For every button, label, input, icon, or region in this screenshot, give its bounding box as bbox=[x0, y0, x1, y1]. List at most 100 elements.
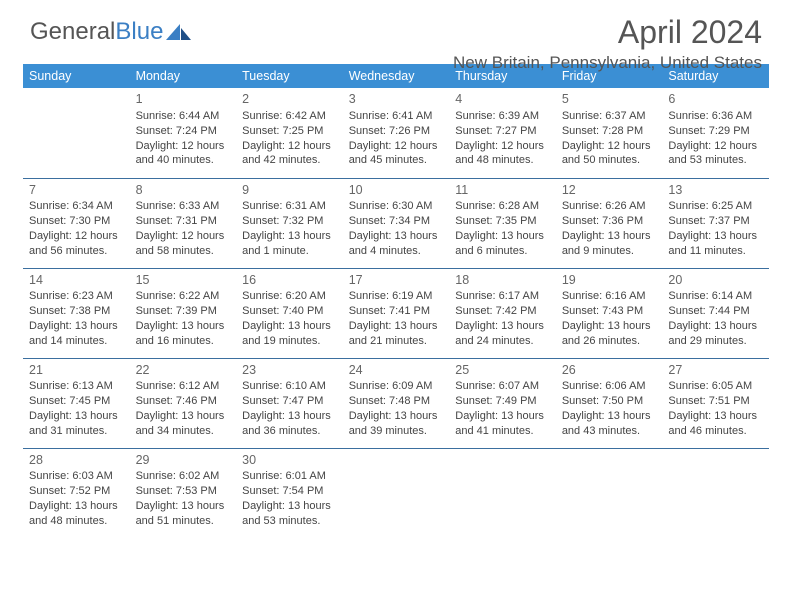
sunrise-line: Sunrise: 6:39 AM bbox=[455, 109, 550, 124]
logo-text-general: General bbox=[30, 18, 115, 46]
calendar-cell: 20Sunrise: 6:14 AMSunset: 7:44 PMDayligh… bbox=[662, 268, 769, 358]
sunset-line: Sunset: 7:48 PM bbox=[349, 394, 444, 409]
calendar-cell bbox=[343, 448, 450, 538]
logo-text-blue: Blue bbox=[115, 18, 163, 46]
sunset-line: Sunset: 7:30 PM bbox=[29, 214, 124, 229]
day-number: 22 bbox=[136, 362, 231, 379]
calendar-body: 1Sunrise: 6:44 AMSunset: 7:24 PMDaylight… bbox=[23, 88, 769, 538]
day-number: 7 bbox=[29, 182, 124, 199]
calendar-cell: 29Sunrise: 6:02 AMSunset: 7:53 PMDayligh… bbox=[130, 448, 237, 538]
sunrise-line: Sunrise: 6:03 AM bbox=[29, 469, 124, 484]
sunset-line: Sunset: 7:47 PM bbox=[242, 394, 337, 409]
sunset-line: Sunset: 7:49 PM bbox=[455, 394, 550, 409]
day-number: 6 bbox=[668, 91, 763, 108]
sunrise-line: Sunrise: 6:23 AM bbox=[29, 289, 124, 304]
calendar-cell: 30Sunrise: 6:01 AMSunset: 7:54 PMDayligh… bbox=[236, 448, 343, 538]
daylight-line: Daylight: 12 hours and 58 minutes. bbox=[136, 229, 231, 259]
sunrise-line: Sunrise: 6:17 AM bbox=[455, 289, 550, 304]
day-number: 5 bbox=[562, 91, 657, 108]
col-sunday: Sunday bbox=[23, 64, 130, 88]
sunset-line: Sunset: 7:44 PM bbox=[668, 304, 763, 319]
calendar-week-row: 7Sunrise: 6:34 AMSunset: 7:30 PM Daylight… bbox=[23, 178, 769, 268]
day-info: Sunrise: 6:33 AMSunset: 7:31 PMDaylight:… bbox=[136, 199, 231, 258]
calendar-cell: 3Sunrise: 6:41 AMSunset: 7:26 PMDaylight… bbox=[343, 88, 450, 178]
daylight-line: Daylight: 13 hours and 39 minutes. bbox=[349, 409, 444, 439]
calendar-cell: 15Sunrise: 6:22 AMSunset: 7:39 PMDayligh… bbox=[130, 268, 237, 358]
sunset-line: Sunset: 7:43 PM bbox=[562, 304, 657, 319]
calendar-cell bbox=[449, 448, 556, 538]
calendar-cell: 13Sunrise: 6:25 AMSunset: 7:37 PMDayligh… bbox=[662, 178, 769, 268]
daylight-line: Daylight: 13 hours and 31 minutes. bbox=[29, 409, 124, 439]
daylight-line: Daylight: 13 hours and 19 minutes. bbox=[242, 319, 337, 349]
daylight-line: Daylight: 13 hours and 43 minutes. bbox=[562, 409, 657, 439]
day-number: 9 bbox=[242, 182, 337, 199]
day-number: 4 bbox=[455, 91, 550, 108]
calendar-cell: 14Sunrise: 6:23 AMSunset: 7:38 PMDayligh… bbox=[23, 268, 130, 358]
calendar-cell: 17Sunrise: 6:19 AMSunset: 7:41 PMDayligh… bbox=[343, 268, 450, 358]
sunset-line: Sunset: 7:50 PM bbox=[562, 394, 657, 409]
sunrise-line: Sunrise: 6:28 AM bbox=[455, 199, 550, 214]
daylight-line: Daylight: 12 hours and 50 minutes. bbox=[562, 139, 657, 169]
day-number: 28 bbox=[29, 452, 124, 469]
calendar-week-row: 21Sunrise: 6:13 AMSunset: 7:45 PMDayligh… bbox=[23, 358, 769, 448]
sunset-line: Sunset: 7:31 PM bbox=[136, 214, 231, 229]
day-number: 19 bbox=[562, 272, 657, 289]
sunset-line: Sunset: 7:32 PM bbox=[242, 214, 337, 229]
calendar-cell: 4Sunrise: 6:39 AMSunset: 7:27 PMDaylight… bbox=[449, 88, 556, 178]
day-number: 1 bbox=[136, 91, 231, 108]
day-number: 3 bbox=[349, 91, 444, 108]
day-number: 30 bbox=[242, 452, 337, 469]
day-info: Sunrise: 6:17 AMSunset: 7:42 PMDaylight:… bbox=[455, 289, 550, 348]
calendar-cell bbox=[23, 88, 130, 178]
day-info: Sunrise: 6:14 AMSunset: 7:44 PMDaylight:… bbox=[668, 289, 763, 348]
day-number: 18 bbox=[455, 272, 550, 289]
sunrise-line: Sunrise: 6:44 AM bbox=[136, 109, 231, 124]
daylight-line: Daylight: 13 hours and 26 minutes. bbox=[562, 319, 657, 349]
calendar-cell: 10Sunrise: 6:30 AMSunset: 7:34 PMDayligh… bbox=[343, 178, 450, 268]
sunset-line: Sunset: 7:45 PM bbox=[29, 394, 124, 409]
day-number: 25 bbox=[455, 362, 550, 379]
sunrise-line: Sunrise: 6:34 AM bbox=[29, 199, 124, 214]
day-info: Sunrise: 6:22 AMSunset: 7:39 PMDaylight:… bbox=[136, 289, 231, 348]
calendar-cell: 24Sunrise: 6:09 AMSunset: 7:48 PMDayligh… bbox=[343, 358, 450, 448]
calendar-cell bbox=[662, 448, 769, 538]
calendar-cell: 2Sunrise: 6:42 AMSunset: 7:25 PMDaylight… bbox=[236, 88, 343, 178]
day-info: Sunrise: 6:28 AMSunset: 7:35 PMDaylight:… bbox=[455, 199, 550, 258]
sunrise-line: Sunrise: 6:06 AM bbox=[562, 379, 657, 394]
calendar-week-row: 28Sunrise: 6:03 AMSunset: 7:52 PMDayligh… bbox=[23, 448, 769, 538]
day-info: Sunrise: 6:39 AMSunset: 7:27 PMDaylight:… bbox=[455, 109, 550, 168]
sunset-line: Sunset: 7:37 PM bbox=[668, 214, 763, 229]
calendar-cell: 27Sunrise: 6:05 AMSunset: 7:51 PMDayligh… bbox=[662, 358, 769, 448]
daylight-line: Daylight: 12 hours and 53 minutes. bbox=[668, 139, 763, 169]
daylight-line: Daylight: 12 hours and 45 minutes. bbox=[349, 139, 444, 169]
daylight-line: Daylight: 13 hours and 29 minutes. bbox=[668, 319, 763, 349]
calendar-table: Sunday Monday Tuesday Wednesday Thursday… bbox=[23, 64, 769, 538]
day-number: 26 bbox=[562, 362, 657, 379]
sunset-line: Sunset: 7:53 PM bbox=[136, 484, 231, 499]
day-number: 15 bbox=[136, 272, 231, 289]
day-info: Sunrise: 6:06 AMSunset: 7:50 PMDaylight:… bbox=[562, 379, 657, 438]
calendar-cell: 25Sunrise: 6:07 AMSunset: 7:49 PMDayligh… bbox=[449, 358, 556, 448]
calendar-cell: 11Sunrise: 6:28 AMSunset: 7:35 PMDayligh… bbox=[449, 178, 556, 268]
sunrise-line: Sunrise: 6:13 AM bbox=[29, 379, 124, 394]
sunrise-line: Sunrise: 6:19 AM bbox=[349, 289, 444, 304]
col-wednesday: Wednesday bbox=[343, 64, 450, 88]
day-info: Sunrise: 6:30 AMSunset: 7:34 PMDaylight:… bbox=[349, 199, 444, 258]
calendar-cell bbox=[556, 448, 663, 538]
sunrise-line: Sunrise: 6:25 AM bbox=[668, 199, 763, 214]
calendar-cell: 16Sunrise: 6:20 AMSunset: 7:40 PMDayligh… bbox=[236, 268, 343, 358]
sunset-line: Sunset: 7:36 PM bbox=[562, 214, 657, 229]
day-info: Sunrise: 6:44 AMSunset: 7:24 PMDaylight:… bbox=[136, 109, 231, 168]
daylight-line: Daylight: 13 hours and 36 minutes. bbox=[242, 409, 337, 439]
calendar-cell: 12Sunrise: 6:26 AMSunset: 7:36 PMDayligh… bbox=[556, 178, 663, 268]
daylight-line: Daylight: 13 hours and 9 minutes. bbox=[562, 229, 657, 259]
sunset-line: Sunset: 7:41 PM bbox=[349, 304, 444, 319]
sunrise-line: Sunrise: 6:05 AM bbox=[668, 379, 763, 394]
page-title: April 2024 bbox=[453, 14, 762, 51]
sunrise-line: Sunrise: 6:22 AM bbox=[136, 289, 231, 304]
calendar-cell: 18Sunrise: 6:17 AMSunset: 7:42 PMDayligh… bbox=[449, 268, 556, 358]
day-number: 17 bbox=[349, 272, 444, 289]
calendar-week-row: 1Sunrise: 6:44 AMSunset: 7:24 PMDaylight… bbox=[23, 88, 769, 178]
sunrise-line: Sunrise: 6:16 AM bbox=[562, 289, 657, 304]
sunrise-line: Sunrise: 6:14 AM bbox=[668, 289, 763, 304]
